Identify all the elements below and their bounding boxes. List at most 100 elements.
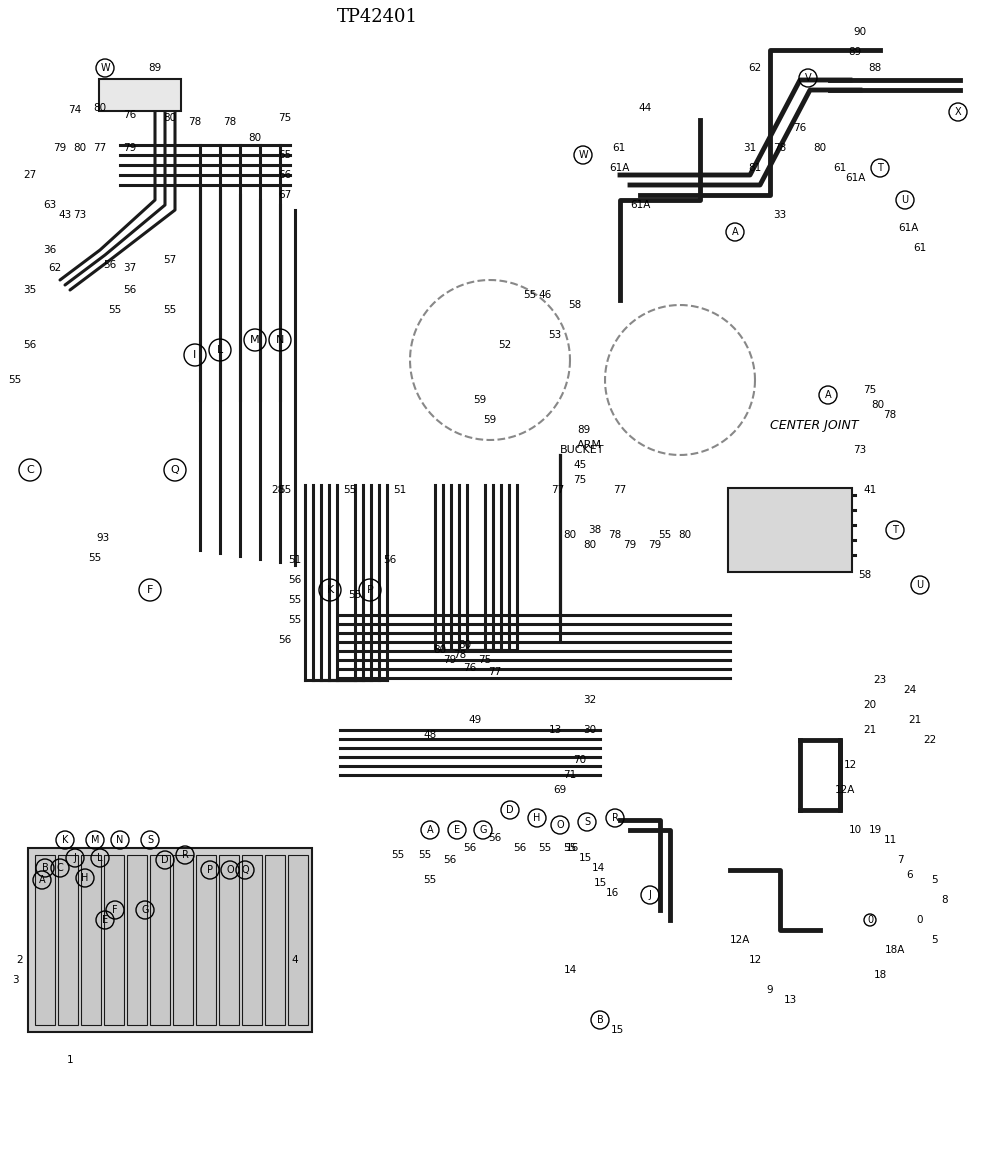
Text: 36: 36	[44, 245, 57, 256]
Text: 58: 58	[858, 569, 872, 580]
Text: 76: 76	[793, 123, 806, 133]
Text: 56: 56	[489, 833, 501, 843]
FancyBboxPatch shape	[28, 848, 312, 1032]
Text: U: U	[902, 195, 909, 205]
Text: J: J	[73, 853, 76, 864]
Bar	[288, 855, 308, 1025]
Text: 15: 15	[611, 1025, 624, 1035]
Text: 70: 70	[573, 755, 587, 766]
Text: 33: 33	[774, 210, 786, 221]
Text: 44: 44	[638, 103, 651, 113]
Bar	[242, 855, 262, 1025]
Text: H: H	[533, 813, 540, 823]
Text: 80: 80	[563, 530, 577, 540]
Text: BUCKET: BUCKET	[560, 445, 605, 455]
Text: 13: 13	[783, 995, 796, 1005]
Text: 7: 7	[897, 855, 904, 865]
Text: 75: 75	[863, 385, 877, 394]
Text: 73: 73	[853, 445, 867, 455]
Text: 56: 56	[103, 260, 116, 270]
Text: 48: 48	[423, 731, 437, 740]
Text: H: H	[81, 873, 88, 883]
Text: 49: 49	[469, 715, 482, 725]
Text: A: A	[825, 390, 831, 400]
Text: 18: 18	[874, 970, 887, 980]
Text: Q: Q	[241, 865, 249, 875]
Text: G: G	[480, 825, 487, 836]
Text: T: T	[892, 525, 898, 534]
Text: Q: Q	[171, 464, 180, 475]
Text: M: M	[90, 836, 99, 845]
Text: D: D	[161, 855, 169, 865]
Text: 80: 80	[164, 113, 177, 123]
Text: 65: 65	[278, 151, 292, 160]
FancyBboxPatch shape	[728, 488, 852, 572]
Text: 55: 55	[423, 875, 437, 885]
Text: 35: 35	[24, 285, 37, 295]
Text: 27: 27	[24, 170, 37, 180]
Text: 80: 80	[813, 144, 826, 153]
Text: 89: 89	[577, 425, 590, 435]
Text: 28: 28	[271, 485, 285, 495]
Text: 5: 5	[931, 935, 938, 945]
Text: 66: 66	[278, 170, 292, 180]
Text: 79: 79	[444, 655, 457, 665]
Text: 32: 32	[583, 696, 597, 705]
Text: 0: 0	[917, 915, 923, 925]
Text: B: B	[597, 1015, 604, 1025]
Text: 9: 9	[767, 985, 774, 995]
Text: 80: 80	[584, 540, 597, 550]
Text: M: M	[250, 335, 260, 345]
Text: 55: 55	[108, 305, 121, 315]
Text: S: S	[584, 817, 590, 827]
Bar	[196, 855, 216, 1025]
Text: 55: 55	[658, 530, 671, 540]
Text: CENTER JOINT: CENTER JOINT	[770, 419, 859, 432]
Text: L: L	[216, 345, 223, 355]
Text: F: F	[147, 585, 153, 595]
Text: 22: 22	[923, 735, 936, 745]
Bar	[81, 855, 101, 1025]
Text: K: K	[327, 585, 334, 595]
Text: C: C	[26, 464, 34, 475]
Text: 67: 67	[278, 190, 292, 200]
Text: 13: 13	[548, 725, 562, 735]
Text: 88: 88	[868, 63, 882, 74]
Bar	[265, 855, 285, 1025]
Text: 61: 61	[914, 243, 926, 253]
Text: L: L	[97, 853, 102, 864]
Text: P: P	[366, 585, 373, 595]
Text: 43: 43	[59, 210, 71, 221]
Text: 77: 77	[93, 144, 106, 153]
Text: 55: 55	[418, 850, 432, 860]
Text: 55: 55	[8, 375, 22, 385]
Text: 58: 58	[568, 300, 582, 310]
Text: 21: 21	[863, 725, 877, 735]
Text: 56: 56	[288, 575, 302, 585]
Text: E: E	[102, 915, 108, 925]
Text: 55: 55	[278, 485, 292, 495]
Text: 14: 14	[563, 965, 577, 974]
Text: 77: 77	[489, 668, 501, 677]
Text: 80: 80	[872, 400, 885, 410]
Text: 78: 78	[609, 530, 622, 540]
Text: 55: 55	[88, 553, 101, 562]
Text: 76: 76	[123, 110, 137, 120]
Text: 61A: 61A	[609, 163, 630, 173]
Text: 79: 79	[624, 540, 637, 550]
Text: 80: 80	[73, 144, 86, 153]
Text: 52: 52	[498, 340, 511, 350]
Text: 24: 24	[904, 685, 917, 696]
Text: 55: 55	[164, 305, 177, 315]
Text: 4: 4	[292, 955, 298, 965]
Text: 56: 56	[278, 635, 292, 645]
Text: 1: 1	[67, 1055, 73, 1065]
Text: O: O	[556, 820, 564, 830]
Text: 73: 73	[73, 210, 86, 221]
Text: 0: 0	[867, 915, 873, 925]
Text: 30: 30	[584, 725, 597, 735]
Text: 20: 20	[864, 700, 877, 710]
Text: 15: 15	[594, 878, 607, 888]
Text: 89: 89	[848, 47, 862, 57]
Bar	[150, 855, 170, 1025]
